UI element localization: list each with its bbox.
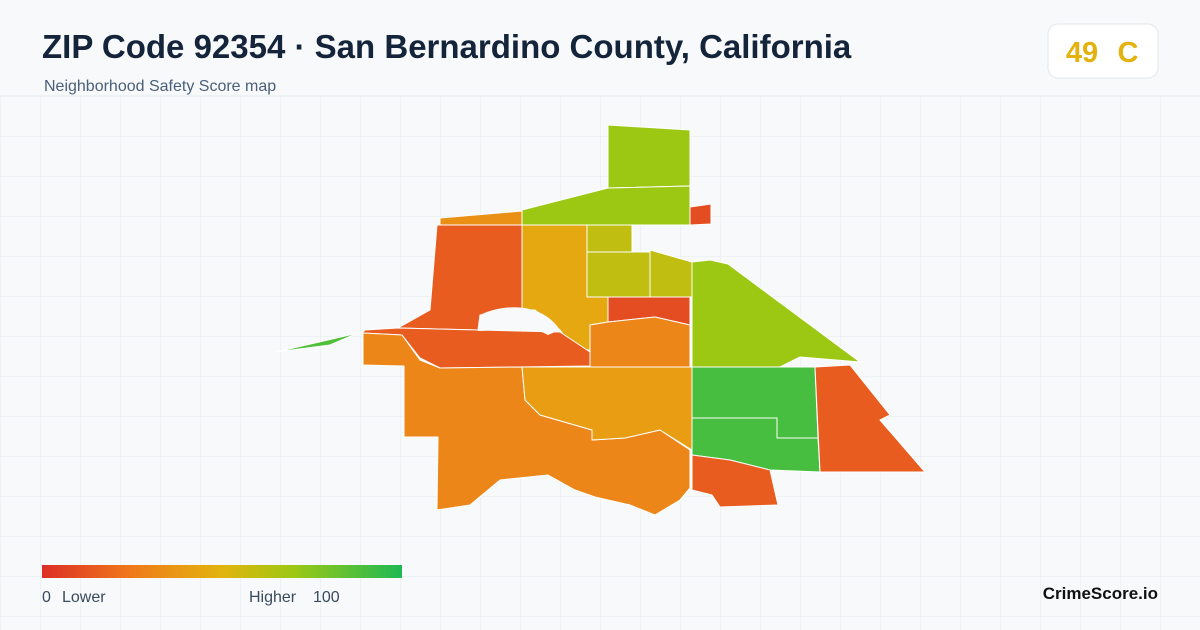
region (814, 364, 926, 473)
legend-min: 0 (42, 589, 51, 606)
legend-bar (42, 565, 402, 578)
region (689, 203, 712, 226)
score-badge (1047, 23, 1159, 79)
legend-min-label: Lower (62, 589, 106, 606)
region (607, 124, 691, 189)
lake (478, 307, 560, 335)
region (586, 251, 651, 298)
brand: CrimeScore.io (1043, 584, 1158, 603)
score-grade: C (1118, 37, 1139, 69)
region (275, 332, 359, 353)
regions (275, 124, 926, 516)
legend-max-label: Higher (249, 589, 297, 606)
subtitle: Neighborhood Safety Score map (44, 78, 276, 95)
region (691, 454, 779, 508)
region (589, 316, 691, 368)
score-value: 49 (1066, 37, 1098, 69)
title: ZIP Code 92354 · San Bernardino County, … (42, 28, 852, 65)
region (586, 224, 633, 253)
legend-max: 100 (313, 589, 340, 606)
